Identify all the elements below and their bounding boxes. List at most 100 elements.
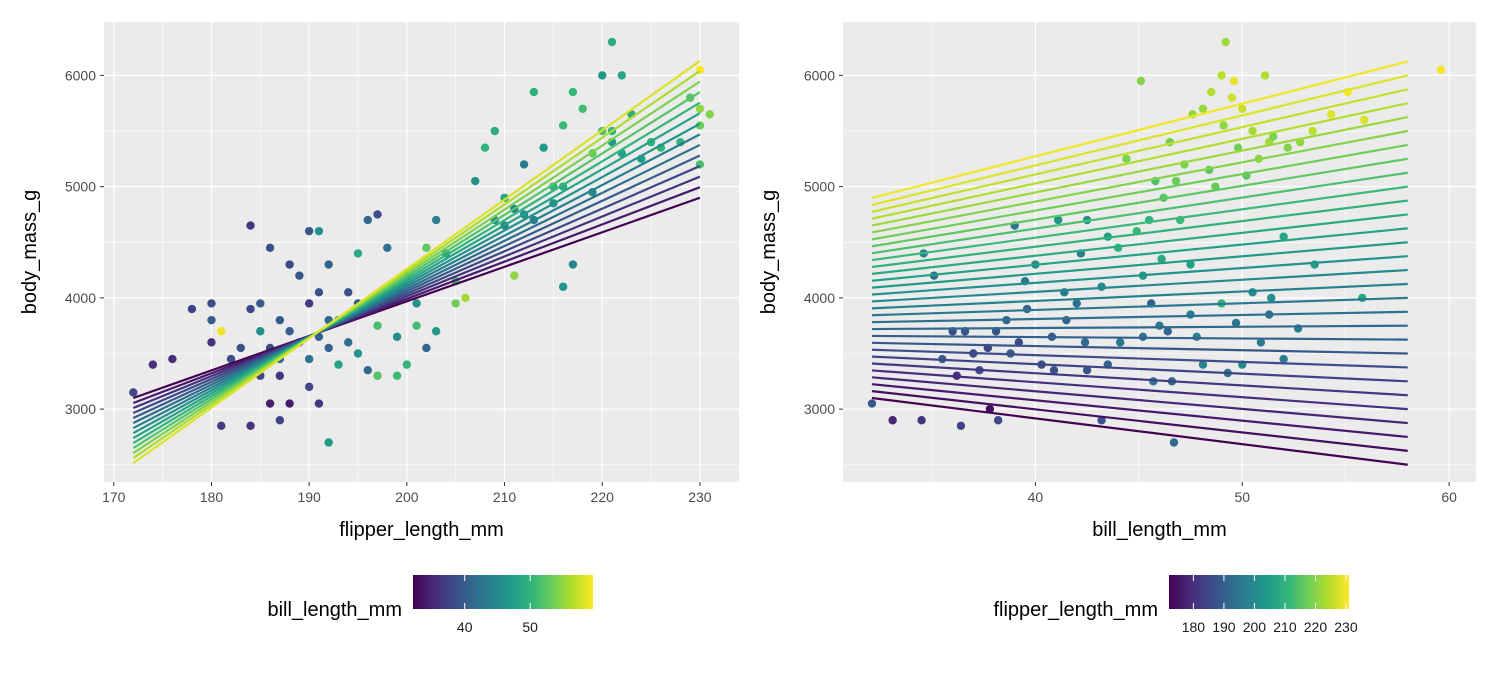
data-point	[867, 399, 877, 408]
data-point	[217, 327, 226, 336]
data-point	[1248, 126, 1257, 136]
fitted-line	[871, 369, 1408, 411]
data-point	[412, 321, 421, 330]
fitted-line	[871, 348, 1408, 369]
data-point	[490, 126, 499, 136]
data-point	[275, 315, 285, 325]
fitted-line	[871, 143, 1408, 241]
data-point	[695, 104, 705, 113]
data-point	[304, 354, 314, 364]
x-tick-label: 190	[297, 489, 321, 505]
fitted-line	[871, 116, 1408, 227]
data-point	[1192, 332, 1201, 342]
fitted-line	[132, 101, 701, 445]
colorbar-tick-label: 200	[1243, 619, 1267, 635]
y-axis-title: body_mass_g	[19, 190, 41, 315]
data-point	[1122, 154, 1131, 164]
fitted-line	[871, 157, 1408, 248]
data-point	[217, 421, 226, 431]
data-point	[363, 215, 372, 225]
data-point	[373, 321, 382, 330]
fitted-line	[871, 60, 1409, 200]
colorbar-tick-label: 180	[1182, 619, 1206, 635]
data-point	[422, 343, 431, 353]
fitted-line	[871, 255, 1408, 296]
data-point	[226, 354, 236, 364]
colorbar-tick-label: 190	[1212, 619, 1236, 635]
data-point	[1136, 76, 1146, 86]
fitted-line	[132, 175, 701, 410]
fitted-line	[871, 102, 1408, 220]
colorbar-tick-label: 220	[1304, 619, 1328, 635]
data-point	[256, 299, 265, 308]
data-point	[1269, 132, 1278, 141]
colorbar	[1169, 575, 1349, 609]
data-point	[956, 421, 966, 431]
data-point	[1279, 354, 1288, 364]
fitted-line	[871, 362, 1408, 397]
data-point	[695, 121, 705, 130]
data-point	[1217, 71, 1226, 80]
fitted-line	[871, 341, 1408, 355]
data-point	[265, 243, 275, 253]
fitted-line	[871, 383, 1408, 439]
data-point	[1238, 104, 1247, 113]
data-point	[888, 416, 897, 425]
data-point	[129, 388, 138, 397]
legend-title: bill_length_mm	[267, 599, 402, 621]
data-point	[1308, 126, 1317, 136]
fitted-line	[871, 129, 1408, 234]
fitted-line	[871, 268, 1408, 303]
data-point	[392, 371, 402, 380]
fitted-line	[132, 122, 701, 435]
fitted-line	[871, 199, 1408, 269]
data-point	[1186, 310, 1195, 319]
data-point	[324, 438, 333, 447]
data-point	[187, 304, 197, 314]
data-point	[256, 327, 265, 336]
data-point	[558, 121, 568, 130]
data-point	[1053, 215, 1063, 225]
data-point	[1211, 182, 1220, 191]
data-point	[275, 371, 285, 380]
fitted-line	[871, 355, 1408, 383]
fitted-line	[132, 112, 701, 440]
fitted-line	[132, 70, 701, 459]
data-point	[168, 354, 177, 364]
x-tick-label: 170	[102, 489, 126, 505]
data-point	[598, 71, 607, 80]
data-point	[353, 249, 363, 258]
x-tick-label: 230	[688, 489, 712, 505]
y-tick-label: 6000	[65, 67, 96, 83]
data-point	[246, 221, 255, 230]
fitted-line	[871, 390, 1408, 452]
data-point	[1171, 176, 1181, 186]
data-point	[304, 226, 314, 236]
data-point	[314, 399, 324, 408]
data-point	[275, 416, 285, 425]
data-point	[1022, 304, 1032, 314]
data-point	[917, 416, 926, 425]
data-point	[285, 327, 294, 336]
x-tick-label: 180	[200, 489, 224, 505]
data-point	[314, 288, 324, 297]
fitted-line	[132, 186, 701, 405]
data-point	[1169, 438, 1179, 447]
data-point	[1279, 232, 1288, 241]
data-point	[246, 421, 255, 431]
data-point	[1049, 365, 1059, 375]
data-point	[1283, 143, 1292, 152]
data-point	[1219, 121, 1228, 130]
x-axis-title: flipper_length_mm	[339, 519, 504, 541]
fitted-line	[871, 296, 1408, 317]
data-point	[471, 176, 480, 186]
data-point	[1231, 318, 1241, 328]
x-tick-label: 220	[591, 489, 615, 505]
x-tick-label: 200	[395, 489, 419, 505]
data-point	[1248, 288, 1257, 297]
data-point	[1163, 327, 1172, 336]
data-point	[148, 360, 158, 369]
x-axis-title: bill_length_mm	[1092, 519, 1227, 541]
data-point	[1155, 321, 1164, 330]
